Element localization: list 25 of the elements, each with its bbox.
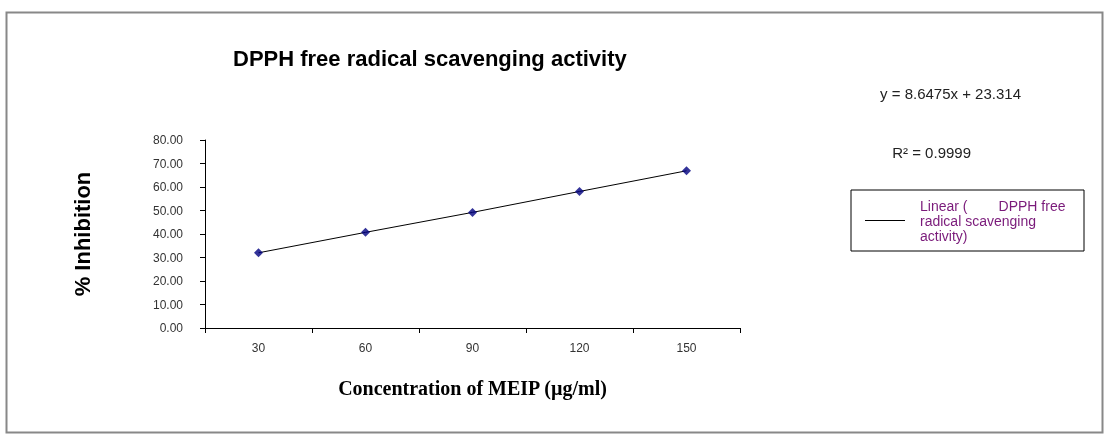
x-axis-title: Concentration of MEIP (µg/ml) — [338, 377, 607, 400]
x-tick-label: 150 — [676, 341, 697, 355]
x-tick-label: 30 — [251, 341, 266, 355]
y-tick-label: 70.00 — [152, 156, 184, 171]
point — [468, 207, 477, 217]
text: y = 8.6475x + 23.314 — [880, 85, 1022, 102]
y-tick-label: 40.00 — [152, 227, 184, 241]
point — [254, 248, 263, 258]
x-tick-label: 60 — [358, 341, 373, 355]
y-tick-label: 0.00 — [159, 321, 184, 335]
y-tick-label: 30.00 — [152, 250, 184, 265]
point — [361, 227, 370, 237]
point — [575, 186, 584, 196]
x-tick-label: 90 — [465, 341, 480, 355]
y-tick-label: 10.00 — [152, 297, 184, 312]
chart-title: DPPH free radical scavenging activity — [233, 45, 628, 71]
point — [682, 166, 691, 176]
x-tick-label: 120 — [569, 341, 590, 355]
y-tick-label: 80.00 — [152, 133, 184, 147]
y-tick-label: 60.00 — [152, 180, 184, 194]
y-tick-label: 20.00 — [152, 274, 184, 288]
y-tick-label: 50.00 — [152, 203, 184, 218]
legend-label: Linear ( DPPH free radical scavenging activity) — [920, 197, 1070, 244]
text: R² = 0.9999 — [892, 144, 972, 161]
y-axis-title: % Inhibition — [69, 171, 95, 297]
